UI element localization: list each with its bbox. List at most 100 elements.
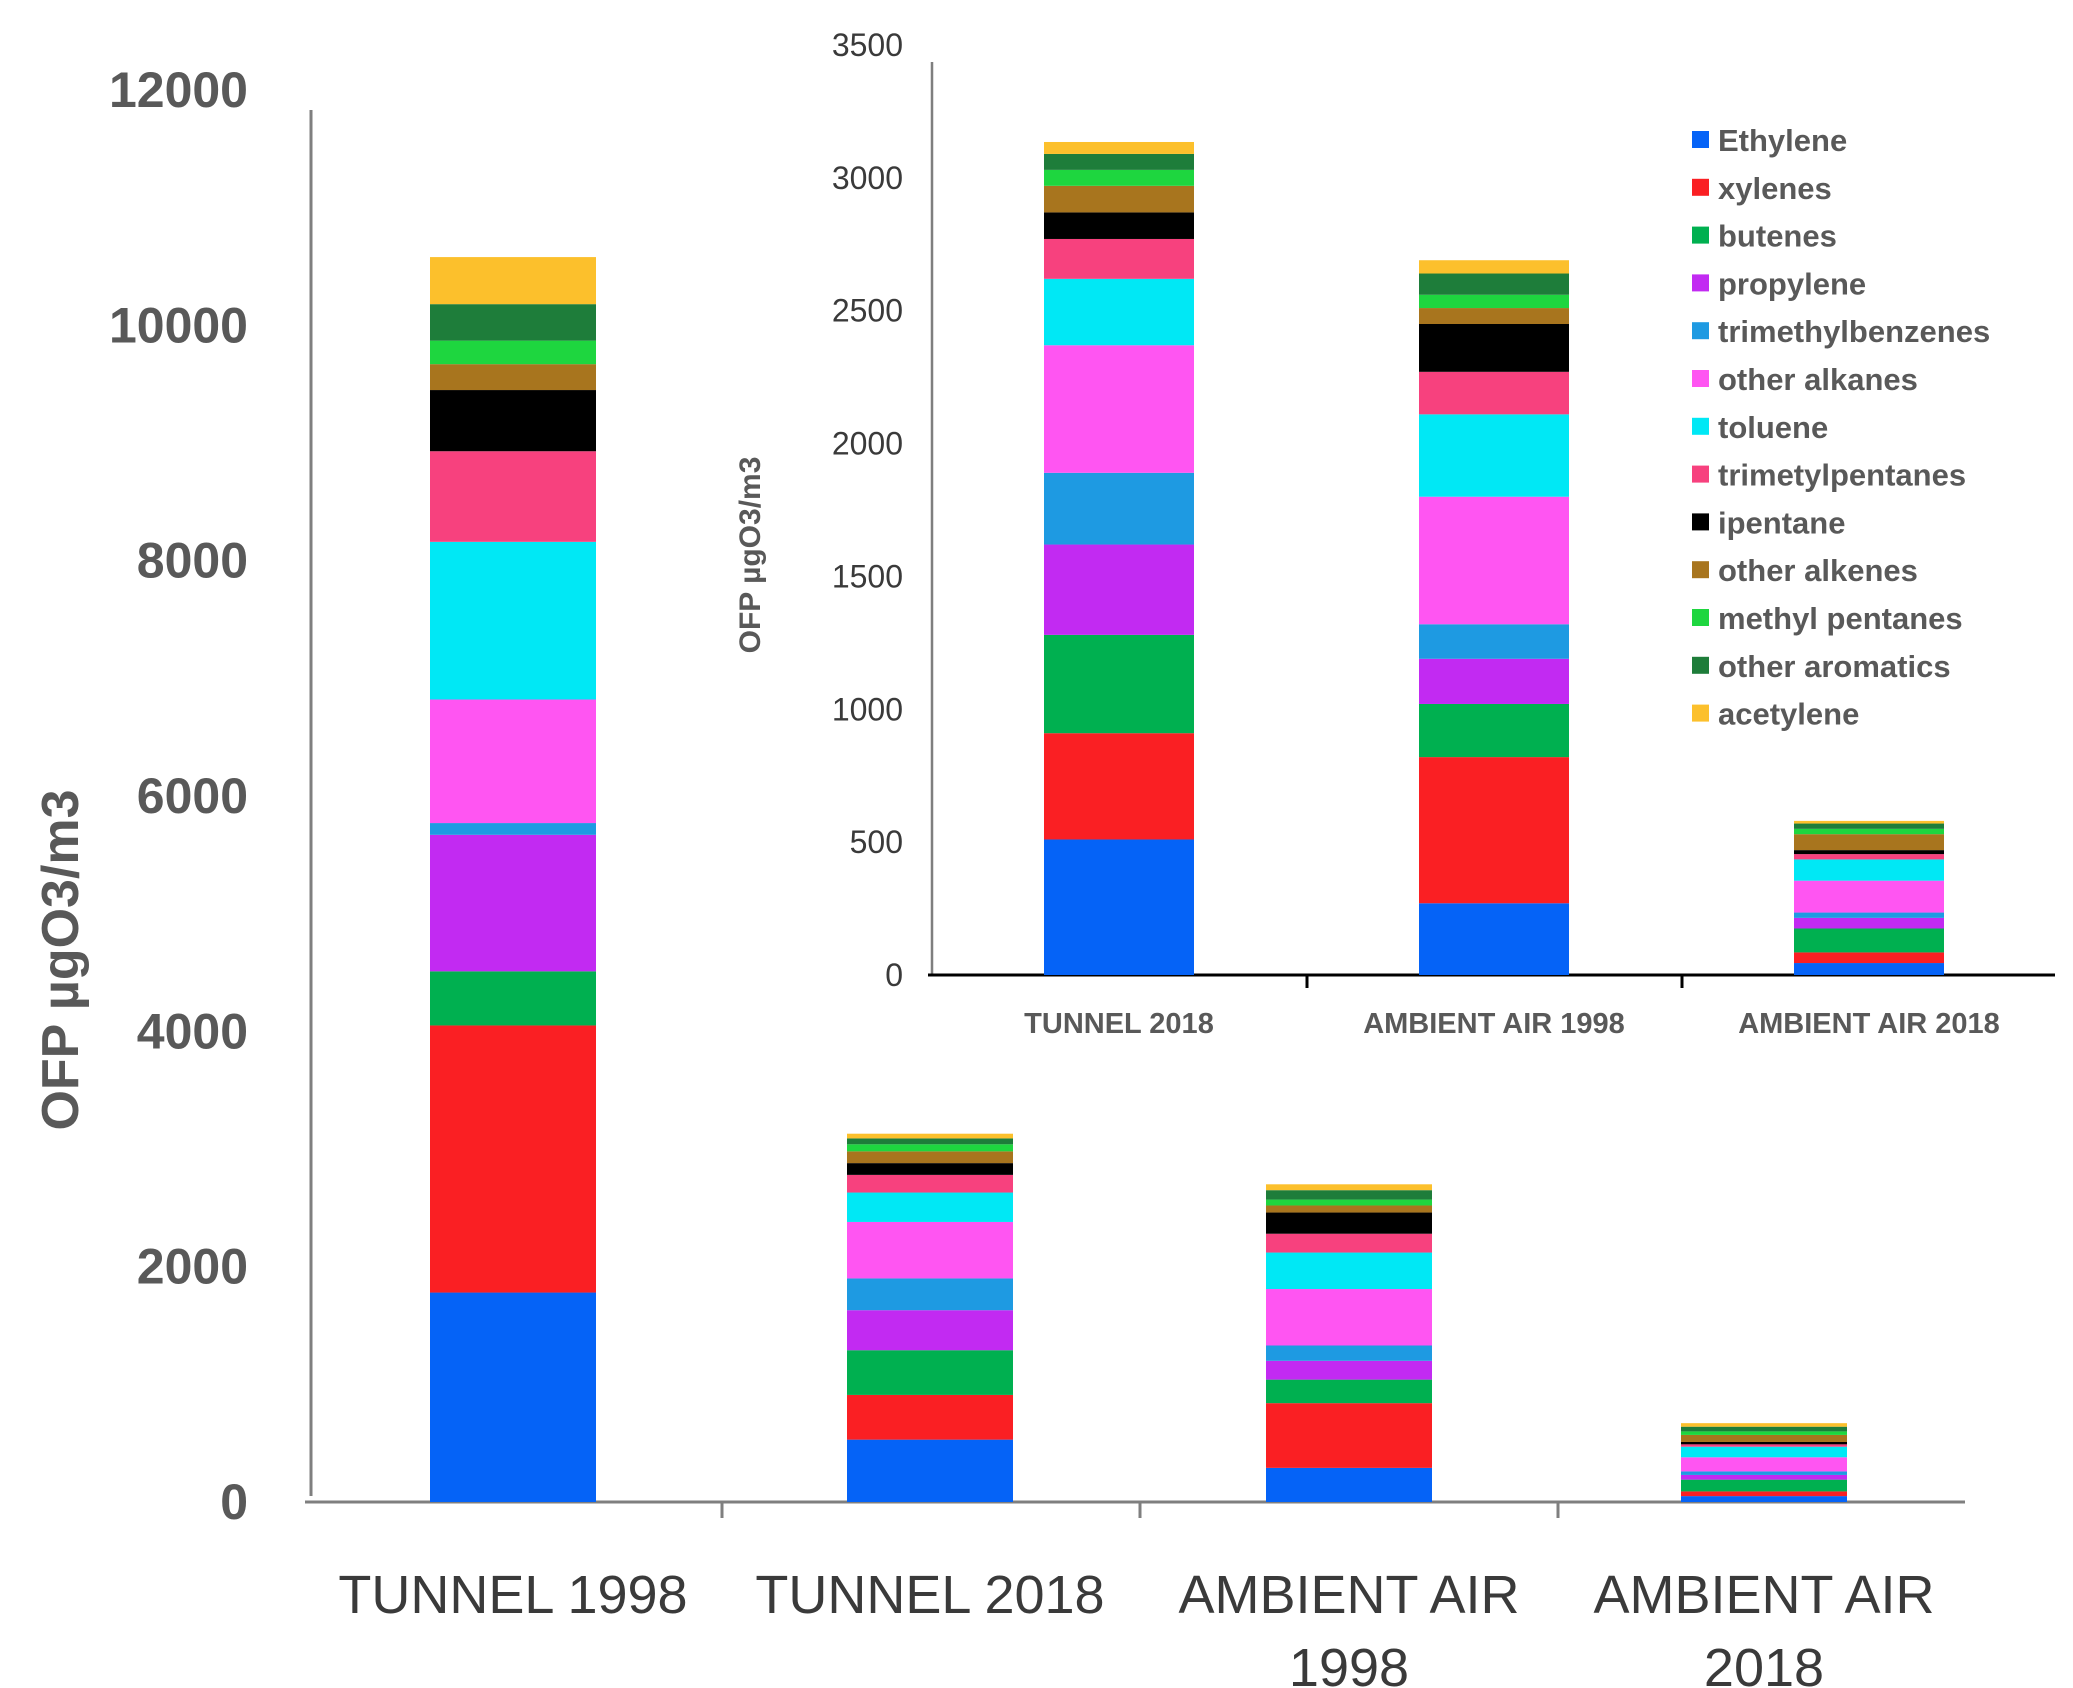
inset-bar-ambient-air-2018-ipentane — [1794, 850, 1944, 855]
main-bar-ambient-air-2018-ethylene — [1681, 1496, 1847, 1502]
inset-bar-ambient-air-2018-butenes — [1794, 928, 1944, 953]
main-category-label-ambient-air-1998-line2: 1998 — [1289, 1638, 1409, 1688]
legend-swatch-other-alkenes — [1692, 561, 1709, 579]
inset-bar-ambient-air-2018-other-aromatics — [1794, 823, 1944, 829]
legend: Ethylene xylenes butenes propylene trimethyl… — [1692, 123, 1990, 732]
main-bar-tunnel-1998-other-aromatics — [430, 304, 596, 341]
main-y-tick-4000: 4000 — [137, 1003, 248, 1059]
main-bar-tunnel-2018-xylenes — [847, 1394, 1013, 1440]
inset-bar-ambient-air-2018-methyl-pentanes — [1794, 828, 1944, 835]
inset-category-label-tunnel-2018: TUNNEL 2018 — [1024, 1008, 1214, 1040]
main-bar-tunnel-1998-trimetylpentanes — [430, 451, 596, 542]
inset-bar-ambient-air-2018-toluene — [1794, 859, 1944, 881]
main-bar-tunnel-1998-methyl-pentanes — [430, 340, 596, 365]
inset-y-tick-500: 500 — [850, 824, 903, 860]
main-bar-tunnel-1998-ethylene — [430, 1292, 596, 1502]
main-bar-tunnel-1998-acetylene — [430, 257, 596, 305]
main-y-tick-labels: 0 2000 4000 6000 8000 10000 12000 — [109, 62, 248, 1530]
legend-swatch-ipentane — [1692, 513, 1709, 531]
inset-bar-tunnel-2018-propylene — [1044, 544, 1194, 635]
legend-swatch-propylene — [1692, 274, 1709, 292]
main-bar-tunnel-2018-propylene — [847, 1310, 1013, 1351]
inset-bar-tunnel-2018-trimethylbenzenes — [1044, 472, 1194, 545]
main-bar-tunnel-1998-trimethylbenzenes — [430, 823, 596, 835]
main-bar-tunnel-2018-other-alkanes — [847, 1221, 1013, 1279]
inset-bar-ambient-air-1998-other-alkanes — [1419, 496, 1569, 625]
inset-bar-ambient-air-2018-trimetylpentanes — [1794, 854, 1944, 860]
inset-bar-ambient-air-1998-xylenes — [1419, 757, 1569, 904]
main-bars — [430, 257, 1847, 1502]
inset-bar-ambient-air-1998-acetylene — [1419, 260, 1569, 274]
main-category-label-tunnel-1998: TUNNEL 1998 — [338, 1565, 687, 1625]
main-y-axis-label: OFP µgO3/m3 — [32, 789, 90, 1130]
legend-swatch-trimetylpentanes — [1692, 465, 1709, 483]
legend-label-ethylene: Ethylene — [1718, 123, 1847, 158]
inset-bar-ambient-air-2018-xylenes — [1794, 952, 1944, 964]
legend-label-propylene: propylene — [1718, 266, 1866, 301]
legend-label-toluene: toluene — [1718, 410, 1828, 445]
inset-bar-ambient-air-1998-propylene — [1419, 658, 1569, 704]
inset-bar-tunnel-2018-toluene — [1044, 278, 1194, 346]
main-category-label-tunnel-2018: TUNNEL 2018 — [755, 1565, 1104, 1625]
main-bar-tunnel-2018-ipentane — [847, 1163, 1013, 1175]
main-bar-ambient-air-2018-other-alkanes — [1681, 1457, 1847, 1472]
main-bar-tunnel-2018-methyl-pentanes — [847, 1144, 1013, 1152]
main-bar-tunnel-2018-trimethylbenzenes — [847, 1278, 1013, 1311]
main-y-tick-10000: 10000 — [109, 297, 248, 353]
inset-category-label-ambient-air-1998: AMBIENT AIR 1998 — [1363, 1008, 1625, 1040]
inset-bar-ambient-air-1998-other-aromatics — [1419, 273, 1569, 295]
main-bar-tunnel-1998-other-alkenes — [430, 364, 596, 391]
legend-label-trimetylpentanes: trimetylpentanes — [1718, 458, 1966, 493]
main-bar-ambient-air-1998-butenes — [1266, 1379, 1432, 1404]
inset-y-tick-2500: 2500 — [832, 293, 903, 329]
legend-swatch-toluene — [1692, 417, 1709, 435]
main-bar-tunnel-2018-trimetylpentanes — [847, 1174, 1013, 1193]
main-bar-ambient-air-1998-other-alkenes — [1266, 1205, 1432, 1213]
main-category-label-ambient-air-1998: AMBIENT AIR — [1178, 1565, 1519, 1625]
inset-bar-tunnel-2018-other-alkenes — [1044, 185, 1194, 213]
main-bar-ambient-air-2018-trimethylbenzenes — [1681, 1471, 1847, 1475]
inset-y-tick-2000: 2000 — [832, 426, 903, 462]
inset-bar-tunnel-2018-other-alkanes — [1044, 345, 1194, 473]
inset-bar-ambient-air-2018-ethylene — [1794, 963, 1944, 975]
inset-bars — [1044, 141, 1944, 975]
main-bar-tunnel-1998-ipentane — [430, 390, 596, 452]
legend-swatch-methyl-pentanes — [1692, 609, 1709, 626]
inset-y-tick-1000: 1000 — [832, 691, 903, 727]
main-category-label-ambient-air-2018: AMBIENT AIR — [1593, 1565, 1934, 1625]
main-category-label-ambient-air-2018-line2: 2018 — [1704, 1638, 1824, 1688]
legend-swatch-other-alkanes — [1692, 370, 1709, 387]
legend-label-acetylene: acetylene — [1718, 697, 1859, 732]
main-bar-tunnel-2018-toluene — [847, 1192, 1013, 1222]
main-bar-ambient-air-2018-butenes — [1681, 1479, 1847, 1492]
inset-y-tick-1500: 1500 — [832, 558, 903, 594]
main-bar-tunnel-1998-toluene — [430, 541, 596, 700]
main-y-tick-6000: 6000 — [137, 768, 248, 824]
legend-swatch-ethylene — [1692, 131, 1709, 148]
inset-bar-ambient-air-1998-butenes — [1419, 703, 1569, 758]
main-bar-ambient-air-1998-ipentane — [1266, 1212, 1432, 1234]
inset-bar-ambient-air-1998-ethylene — [1419, 903, 1569, 975]
main-bar-ambient-air-1998-xylenes — [1266, 1403, 1432, 1468]
main-bar-ambient-air-1998-trimethylbenzenes — [1266, 1345, 1432, 1361]
inset-bar-ambient-air-1998-trimetylpentanes — [1419, 371, 1569, 415]
inset-bar-tunnel-2018-xylenes — [1044, 733, 1194, 840]
inset-y-tick-3500: 3500 — [832, 27, 903, 63]
main-bar-ambient-air-1998-trimetylpentanes — [1266, 1233, 1432, 1253]
inset-bar-tunnel-2018-methyl-pentanes — [1044, 169, 1194, 186]
main-bar-ambient-air-1998-toluene — [1266, 1252, 1432, 1290]
main-y-tick-2000: 2000 — [137, 1239, 248, 1295]
main-bar-ambient-air-2018-ipentane — [1681, 1441, 1847, 1445]
legend-label-methyl-pentanes: methyl pentanes — [1718, 601, 1963, 636]
inset-bar-tunnel-2018-other-aromatics — [1044, 153, 1194, 170]
main-bar-ambient-air-2018-acetylene — [1681, 1423, 1847, 1427]
legend-label-other-alkenes: other alkenes — [1718, 553, 1918, 588]
inset-y-tick-3000: 3000 — [832, 160, 903, 196]
legend-swatch-xylenes — [1692, 178, 1709, 196]
inset-y-tick-labels: 0 500 1000 1500 2000 2500 3000 3500 — [832, 27, 903, 993]
inset-bar-ambient-air-1998-other-alkenes — [1419, 308, 1569, 324]
main-bar-tunnel-1998-xylenes — [430, 1025, 596, 1293]
legend-swatch-other-aromatics — [1692, 656, 1709, 674]
legend-label-trimethylbenzenes: trimethylbenzenes — [1718, 314, 1990, 349]
